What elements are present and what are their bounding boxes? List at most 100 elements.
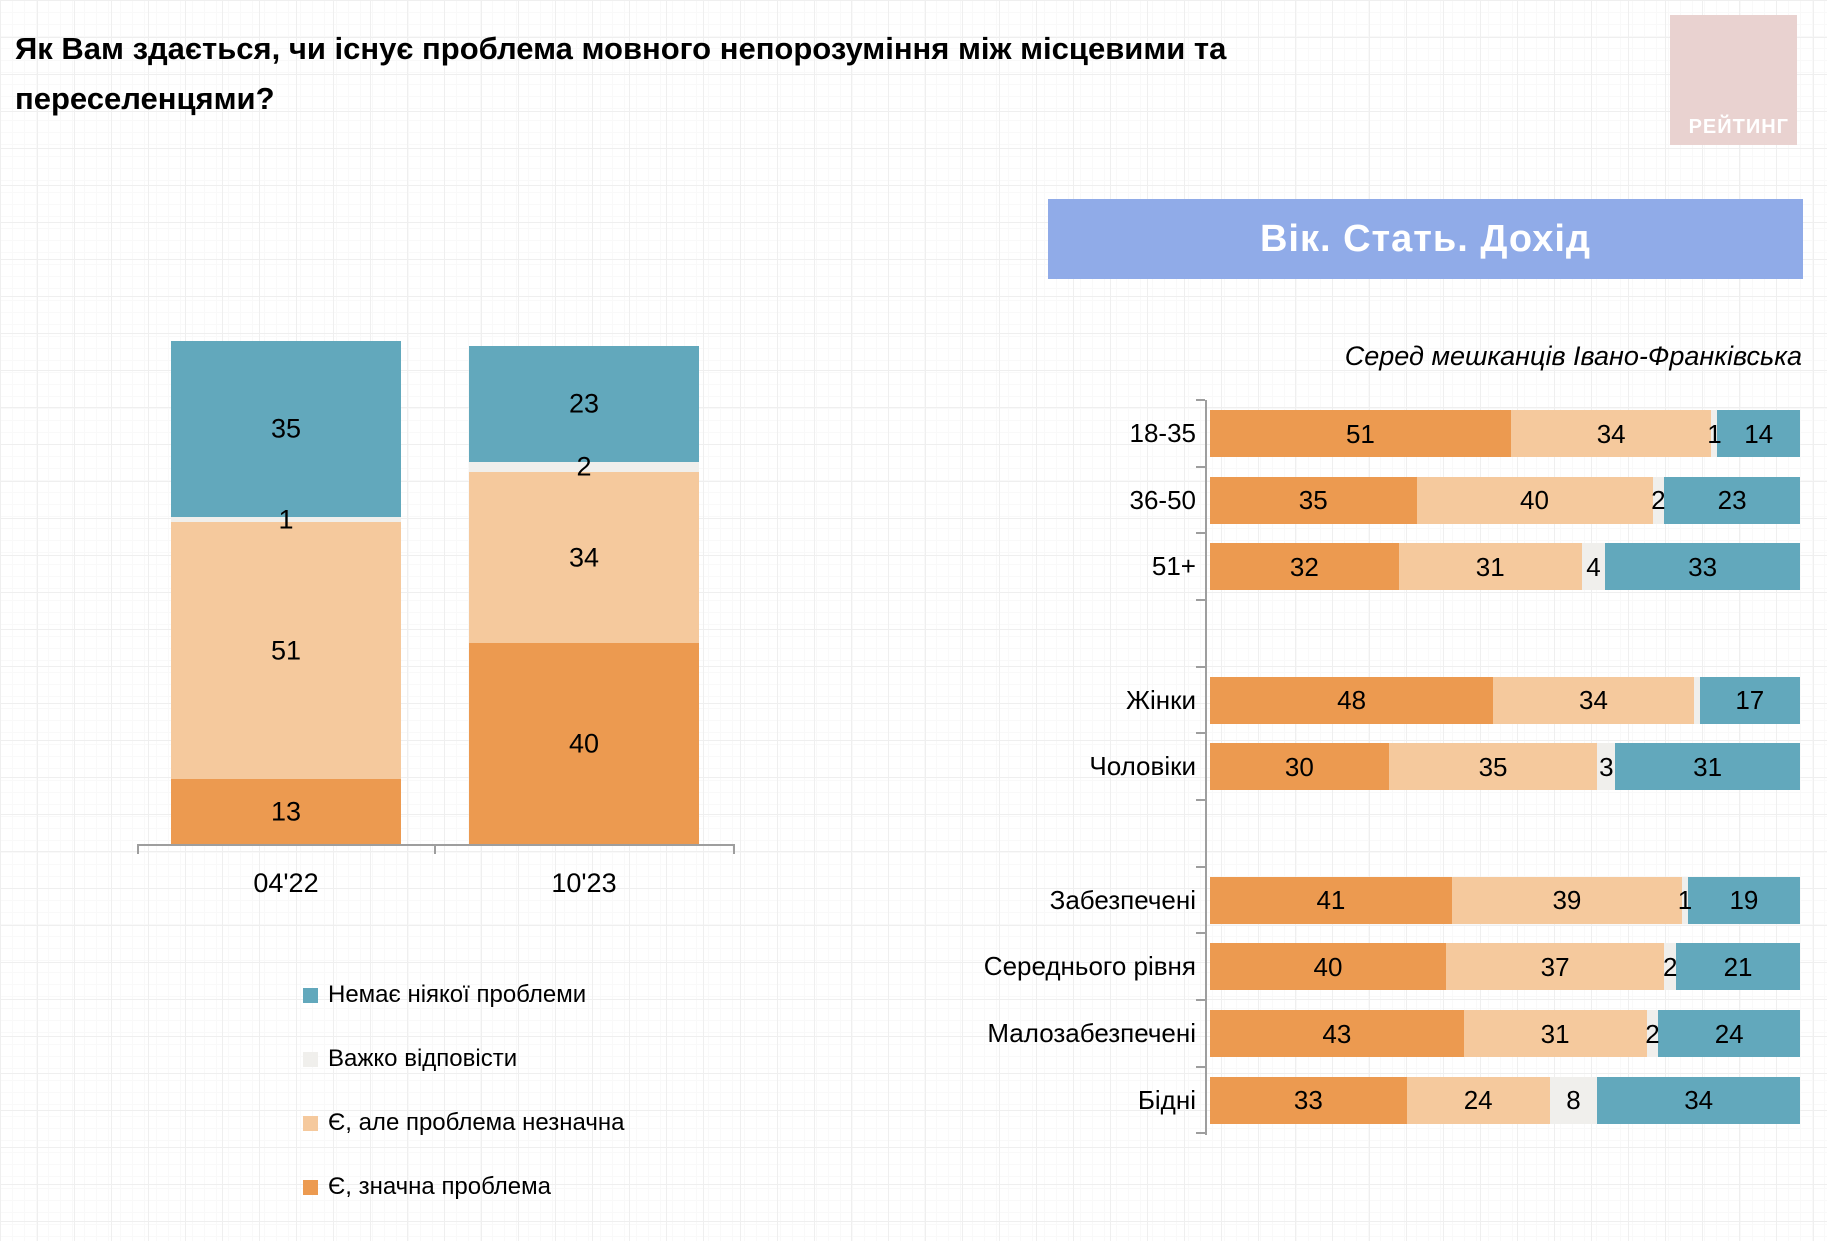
value-label: 31 [1475,551,1505,582]
segment-no-problem: 17 [1699,676,1800,724]
y-axis-tick [1196,399,1205,401]
legend-label: Важко відповісти [328,1045,518,1072]
value-label: 31 [1540,1018,1570,1049]
value-label: 41 [1316,885,1346,916]
segment-no-problem: 35 [171,341,401,518]
segment-major-problem: 35 [1210,476,1417,524]
category-label: Забезпечені [1049,884,1196,915]
segment-minor-problem: 51 [171,522,401,780]
category-label: Середнього рівня [983,951,1196,982]
segment-no-problem: 34 [1597,1076,1800,1124]
value-label: 34 [1684,1085,1714,1116]
stacked-bar: 23 2 34 40 [469,346,699,845]
segment-hard-to-say: 2 [1645,1010,1660,1058]
value-label: 34 [1596,418,1626,449]
y-axis-tick [1196,932,1205,935]
legend-swatch-hard-to-say [303,1051,318,1067]
value-label: 1 [1677,885,1693,916]
x-axis-tick [137,844,139,854]
legend-swatch-minor-problem [303,1115,318,1131]
demo-bar-row: 30 35 3 31 [1210,743,1800,791]
value-label: 4 [1586,551,1601,582]
y-axis-tick [1196,532,1205,535]
value-label: 30 [1284,751,1314,782]
value-label: 23 [1717,485,1747,516]
logo-text: РЕЙТИНГ [1688,116,1789,138]
category-label: Жінки [1125,684,1196,715]
category-label: 51+ [1151,551,1196,582]
segment-no-problem: 33 [1605,543,1800,591]
legend-item: Є, значна проблема [303,1173,624,1200]
demo-bar-row: 51 34 1 14 [1210,410,1800,457]
segment-hard-to-say: 2 [469,453,699,480]
segment-hard-to-say: 2 [1662,943,1678,991]
stacked-bar: 35 1 51 13 [171,341,401,845]
demo-bar-row: 35 40 2 23 [1210,476,1800,524]
value-label: 19 [1729,885,1759,916]
legend-label: Немає ніякої проблеми [328,981,587,1008]
value-label: 51 [1345,418,1375,449]
y-axis-line [1205,400,1207,1136]
category-label: 18-35 [1129,418,1197,448]
value-label: 24 [1714,1018,1744,1049]
legend: Немає ніякої проблеми Важко відповісти Є… [303,981,625,1238]
value-label: 48 [1337,685,1367,716]
y-axis-tick [1196,799,1205,802]
category-label: Бідні [1137,1084,1196,1115]
category-label: Чоловіки [1089,751,1196,782]
category-label: Малозабезпечені [987,1018,1196,1049]
value-label: 31 [1693,751,1723,782]
value-label: 34 [1579,685,1608,716]
segment-major-problem: 30 [1210,743,1389,791]
value-label: 2 [1645,1018,1660,1049]
value-label: 2 [576,451,592,482]
segment-major-problem: 41 [1210,876,1452,924]
trend-stacked-bar-chart: 35 1 51 13 23 2 34 40 [137,341,735,845]
page-title: Як Вам здається, чи існує проблема мовно… [15,31,1227,116]
x-axis-line [137,844,735,846]
segment-no-problem: 24 [1658,1010,1800,1058]
value-label: 3 [1599,751,1614,782]
category-labels: 18-35 36-50 51+ Жінки Чоловіки Забезпечені Сер… [830,400,1196,1135]
legend-label: Є, значна проблема [328,1173,551,1200]
y-axis-tick [1196,865,1205,868]
demo-bar-row: 48 34 17 [1210,676,1800,724]
segment-hard-to-say: 2 [1651,476,1666,524]
segment-no-problem: 21 [1676,943,1800,991]
value-label: 2 [1662,951,1678,982]
y-axis-tick [1196,599,1205,601]
segment-major-problem: 51 [1210,410,1511,457]
segment-minor-problem: 37 [1446,943,1665,991]
value-label: 37 [1540,951,1570,982]
segment-no-problem: 23 [1664,476,1800,524]
segment-major-problem: 33 [1210,1076,1407,1124]
section-subtitle: Серед мешканців Івано-Франківська [1344,341,1802,371]
value-label: 40 [1313,951,1343,982]
section-header-banner: Вік. Стать. Дохід [1048,199,1803,279]
segment-hard-to-say: 1 [171,506,401,533]
x-axis-label: 04'22 [253,868,319,898]
value-label: 33 [1688,551,1718,582]
value-label: 8 [1566,1085,1581,1116]
segment-minor-problem: 34 [1493,676,1694,724]
segment-major-problem: 40 [1210,943,1446,991]
segment-hard-to-say: 1 [1707,410,1722,457]
value-label: 35 [1298,485,1328,516]
value-label: 17 [1735,685,1765,716]
legend-label: Є, але проблема незначна [328,1109,625,1136]
value-label: 43 [1322,1018,1352,1049]
legend-item: Важко відповісти [303,1045,624,1072]
segment-hard-to-say: 8 [1549,1076,1598,1124]
x-axis-tick [434,844,436,854]
segment-hard-to-say: 3 [1597,743,1616,791]
legend-item: Немає ніякої проблеми [303,981,624,1008]
value-label: 35 [270,413,302,444]
demo-bar-row: 32 31 4 33 [1210,543,1800,591]
value-label: 24 [1463,1085,1493,1116]
value-label: 21 [1723,951,1753,982]
segment-no-problem: 14 [1717,410,1800,457]
value-label: 14 [1744,418,1774,449]
segment-minor-problem: 31 [1463,1010,1647,1058]
value-label: 33 [1293,1085,1323,1116]
x-axis-tick [733,844,735,854]
